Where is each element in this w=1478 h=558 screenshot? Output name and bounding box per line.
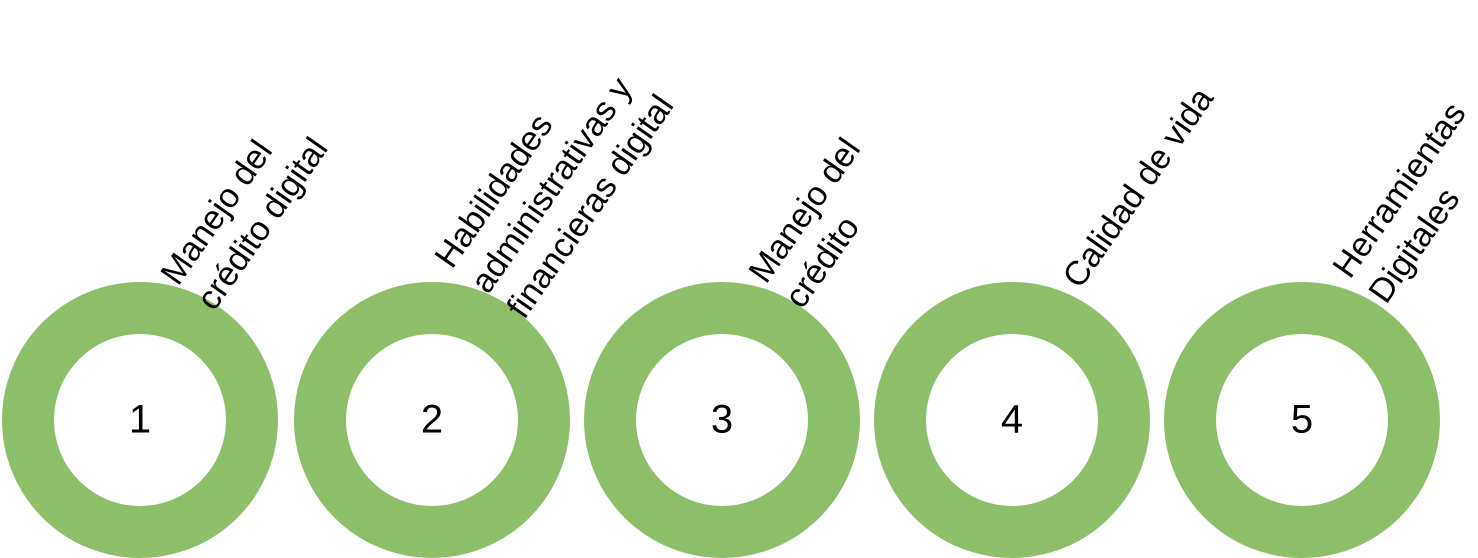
ring (874, 282, 1150, 558)
ring (294, 282, 570, 558)
ring (2, 282, 278, 558)
step-number: 2 (421, 398, 443, 442)
ring (584, 282, 860, 558)
step-label: Calidad de vida (1055, 81, 1221, 295)
ring (1164, 282, 1440, 558)
step-number: 5 (1291, 398, 1313, 442)
step-number: 1 (129, 398, 151, 442)
step-number: 4 (1001, 398, 1023, 442)
step-number: 3 (711, 398, 733, 442)
label-line: Calidad de vida (1055, 81, 1221, 295)
